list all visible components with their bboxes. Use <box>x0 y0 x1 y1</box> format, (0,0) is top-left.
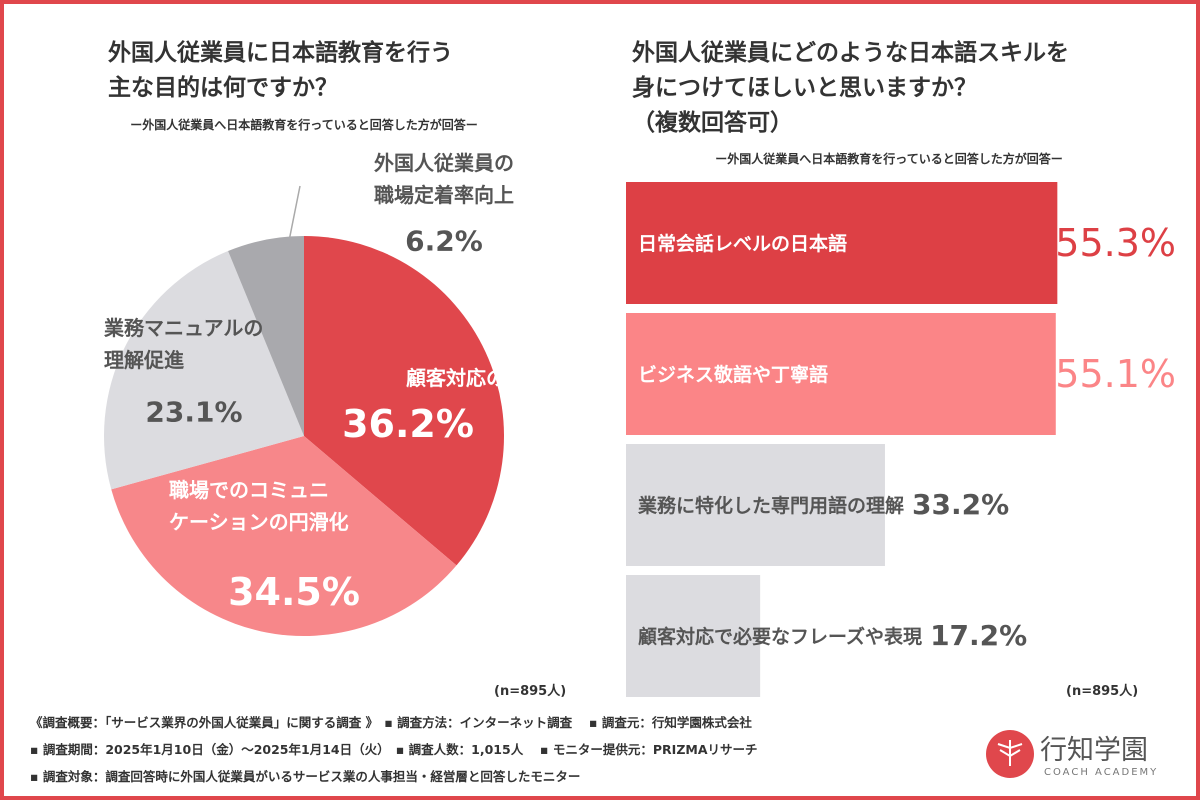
slice-value: 23.1% <box>145 395 243 429</box>
footer-line: ▪ 調査期間：2025年1月10日（金）～2025年1月14日（火） ▪ 調査人… <box>30 742 758 757</box>
slice-value: 34.5% <box>228 570 360 614</box>
slice-value: 36.2% <box>342 402 474 446</box>
slice-value: 6.2% <box>405 224 483 258</box>
logo-name: 行知学園 <box>1040 735 1148 766</box>
bar-subtitle: ー外国人従業員へ日本語教育を行っていると回答した方が回答ー <box>715 152 1063 166</box>
pie-slice <box>111 436 457 636</box>
bar-label: 日常会話レベルの日本語 <box>638 232 847 255</box>
bar-value: 55.1% <box>1055 352 1176 396</box>
pie-note: (n=895人) <box>494 684 567 699</box>
slice-label: 顧客対応の向上 <box>406 366 546 390</box>
footer-line: ▪ 調査対象：調査回答時に外国人従業員がいるサービス業の人事担当・経営層と回答し… <box>30 769 581 784</box>
slice-label: 外国人従業員の 職場定着率向上 <box>374 151 514 207</box>
pie-slice <box>304 236 504 566</box>
bar-value: 17.2% <box>930 619 1027 652</box>
logo-tagline: COACH ACADEMY <box>1044 767 1159 778</box>
bar-label: ビジネス敬語や丁寧語 <box>638 363 828 386</box>
bar <box>626 575 761 697</box>
bar-label: 業務に特化した専門用語の理解 <box>637 494 904 517</box>
bar-title: 外国人従業員にどのような日本語スキルを 身につけてほしいと思いますか？ （複数回… <box>632 40 1069 136</box>
logo-tree <box>997 740 1023 766</box>
bar-note: (n=895人) <box>1066 684 1139 699</box>
bar-label: 顧客対応で必要なフレーズや表現 <box>638 625 922 648</box>
bar <box>626 313 1056 435</box>
slice-label: 業務マニュアルの 理解促進 <box>104 316 264 372</box>
bar-value: 55.3% <box>1055 221 1176 265</box>
bar-value: 33.2% <box>912 488 1009 521</box>
pie-subtitle: ー外国人従業員へ日本語教育を行っていると回答した方が回答ー <box>130 118 478 132</box>
slice-label: 職場でのコミュニ ケーションの円滑化 <box>169 478 349 534</box>
pie-title: 外国人従業員に日本語教育を行う 主な目的は何ですか？ <box>108 40 453 101</box>
bar <box>626 444 885 566</box>
pie-slice <box>103 250 304 490</box>
chart-canvas: 日常会話レベルの日本語 55.3% ビジネス敬語や丁寧語 55.1% 業務に特化した専門… <box>103 182 1176 778</box>
pie-slice <box>228 236 304 436</box>
bar <box>626 182 1058 304</box>
footer-line: 《調査概要：「サービス業界の外国人従業員」に関する調査 》 ▪ 調査方法：インタ… <box>30 715 752 730</box>
